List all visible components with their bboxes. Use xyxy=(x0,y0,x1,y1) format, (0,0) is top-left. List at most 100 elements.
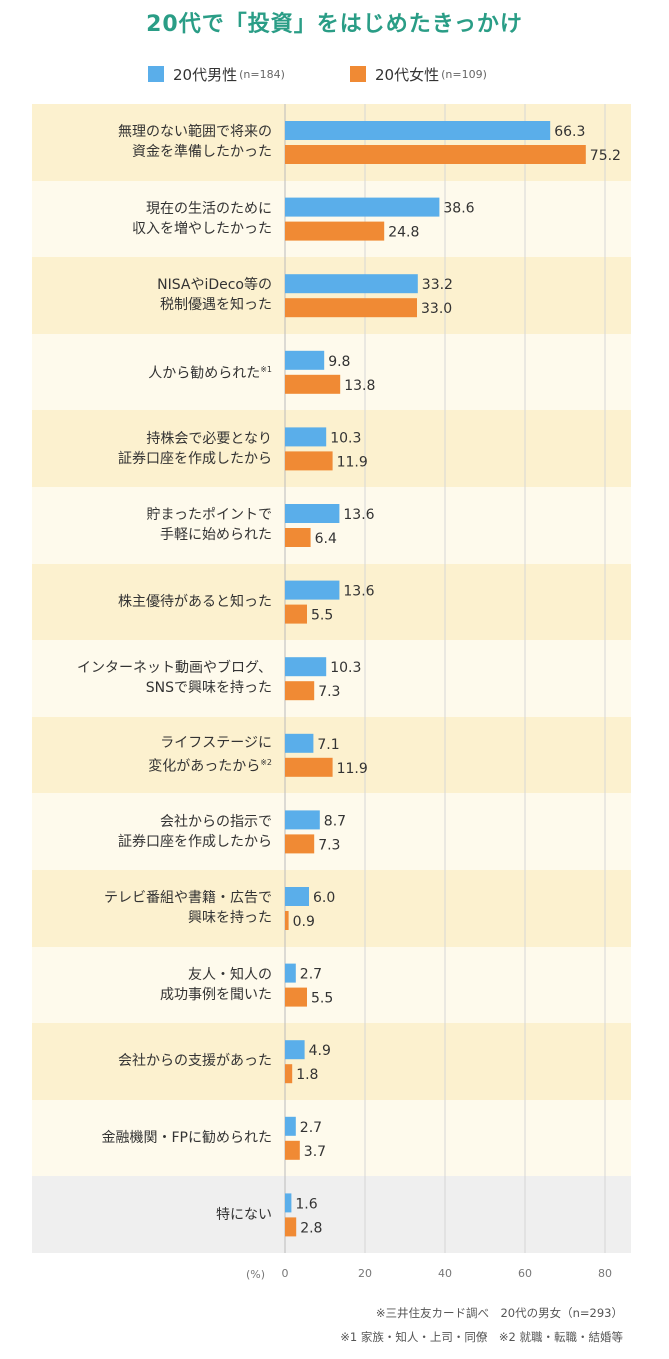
bar-male xyxy=(285,657,327,677)
category-label-line: 特にない xyxy=(216,1206,272,1223)
category-label-line: 会社からの支援があった xyxy=(118,1053,272,1070)
data-label-female: 3.7 xyxy=(304,1144,326,1160)
category-label-line: NISAやiDeco等の xyxy=(157,277,272,294)
notes-footnote: ※1 家族・知人・上司・同僚 ※2 就職・転職・結婚等 xyxy=(340,1330,623,1344)
bar-female xyxy=(285,911,289,930)
data-label-female: 2.8 xyxy=(300,1220,322,1236)
category-label: テレビ番組や書籍・広告で興味を持った xyxy=(32,870,272,947)
category-label: 会社からの支援があった xyxy=(32,1023,272,1100)
bar-female xyxy=(285,528,311,547)
bar-male xyxy=(285,274,418,294)
bar-male xyxy=(285,1116,296,1136)
category-label-line: テレビ番組や書籍・広告で xyxy=(104,890,272,907)
category-label-line: 無理のない範囲で将来の xyxy=(118,124,272,141)
data-label-female: 33.0 xyxy=(421,301,452,317)
data-label-female: 7.3 xyxy=(318,684,340,700)
category-label: 人から勧められた※1 xyxy=(32,334,272,411)
category-label-line: 成功事例を聞いた xyxy=(160,986,272,1003)
data-label-male: 10.3 xyxy=(330,660,361,676)
category-band xyxy=(32,1176,631,1253)
x-axis-unit-label: (%) xyxy=(246,1268,266,1281)
data-label-male: 2.7 xyxy=(300,967,322,983)
data-label-male: 33.2 xyxy=(422,277,453,293)
category-band xyxy=(32,563,631,641)
bar-chart-plot: 0 20 40 60 80 66.3 75.2 38.6 24.8 33.2 33.0 9.8 13.8… xyxy=(282,104,621,1280)
data-label-male: 6.0 xyxy=(313,890,335,906)
legend-item-female: 20代女性 (n=109) xyxy=(350,62,487,86)
data-label-male: 2.7 xyxy=(300,1120,322,1136)
data-label-female: 75.2 xyxy=(590,148,621,164)
data-label-male: 4.9 xyxy=(309,1043,331,1059)
category-label-line: 興味を持った xyxy=(188,910,272,927)
bar-female xyxy=(285,1217,297,1237)
bar-female xyxy=(285,298,417,318)
data-label-female: 11.9 xyxy=(337,761,368,777)
category-label: インターネット動画やブログ、 SNSで興味を持った xyxy=(32,640,272,717)
category-band xyxy=(32,793,631,870)
category-label-line: 収入を増やしたかった xyxy=(132,220,272,237)
category-band xyxy=(32,333,631,411)
legend-swatch-female xyxy=(350,66,366,82)
bar-male xyxy=(285,733,314,753)
category-label-line: 金融機関・FPに勧められた xyxy=(101,1130,273,1147)
source-footnote: ※三井住友カード調べ 20代の男女（n=293） xyxy=(375,1306,623,1320)
legend-n-male: (n=184) xyxy=(239,67,285,81)
category-label-line: 持株会で必要となり xyxy=(146,430,272,447)
legend-swatch-male xyxy=(148,66,164,82)
category-label: 会社からの指示で証券口座を作成したから xyxy=(32,793,272,870)
data-label-male: 13.6 xyxy=(343,507,374,523)
data-label-male: 10.3 xyxy=(330,430,361,446)
data-label-female: 0.9 xyxy=(293,914,315,930)
x-tick-label: 80 xyxy=(598,1267,612,1280)
category-label-line: 人から勧められた※1 xyxy=(148,365,272,382)
category-label-line: インターネット動画やブログ、 xyxy=(76,660,272,677)
data-label-female: 5.5 xyxy=(311,991,333,1007)
bar-female xyxy=(285,221,385,241)
category-band xyxy=(32,1099,631,1177)
bar-male xyxy=(285,580,340,600)
chart-title: 20代で「投資」をはじめたきっかけ xyxy=(146,12,523,37)
bar-female xyxy=(285,987,307,1007)
category-label-line: 貯まったポイントで xyxy=(146,507,272,524)
category-label-line: 証券口座を作成したから xyxy=(118,450,272,467)
category-label: 無理のない範囲で将来の 資金を準備したかった xyxy=(32,104,272,181)
bar-male xyxy=(285,1040,305,1060)
category-label-line: 証券口座を作成したから xyxy=(118,833,272,850)
data-label-female: 5.5 xyxy=(311,608,333,624)
category-band xyxy=(32,410,631,487)
category-label-line: 会社からの指示で xyxy=(160,813,272,830)
data-label-male: 38.6 xyxy=(443,201,474,217)
bar-male xyxy=(285,1193,292,1213)
category-label: 株主優待があると知った xyxy=(32,564,272,641)
bar-male xyxy=(285,504,340,523)
bar-female xyxy=(285,374,341,394)
category-band xyxy=(32,870,631,947)
category-band xyxy=(32,180,631,258)
bar-female xyxy=(285,681,315,701)
bar-female xyxy=(285,604,307,624)
category-label-line: 手軽に始められた xyxy=(160,527,272,544)
data-label-male: 9.8 xyxy=(328,354,350,370)
legend-label-male: 20代男性 xyxy=(173,65,238,84)
category-band xyxy=(32,487,631,564)
bar-male xyxy=(285,197,440,217)
x-tick-label: 60 xyxy=(518,1267,532,1280)
data-label-male: 66.3 xyxy=(554,124,585,140)
data-label-female: 6.4 xyxy=(315,531,337,547)
category-band xyxy=(32,946,631,1024)
data-label-male: 13.6 xyxy=(343,584,374,600)
bar-male xyxy=(285,810,320,830)
data-label-male: 7.1 xyxy=(317,737,339,753)
category-label-line: 税制優遇を知った xyxy=(160,297,272,314)
legend-item-male: 20代男性 (n=184) xyxy=(148,62,285,86)
bar-male xyxy=(285,963,296,983)
x-tick-label: 0 xyxy=(282,1267,289,1280)
data-label-female: 1.8 xyxy=(296,1067,318,1083)
category-note-mark: ※2 xyxy=(260,758,272,768)
category-label-line: 友人・知人の xyxy=(188,966,272,983)
x-tick-label: 40 xyxy=(438,1267,452,1280)
category-label-line: 変化があったから※2 xyxy=(148,758,272,775)
category-label: 友人・知人の成功事例を聞いた xyxy=(32,947,272,1024)
x-tick-label: 20 xyxy=(358,1267,372,1280)
data-label-female: 24.8 xyxy=(388,225,419,241)
